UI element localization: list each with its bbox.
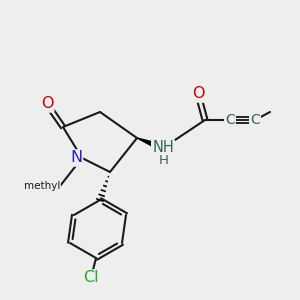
Text: methyl: methyl (24, 181, 60, 191)
Text: C: C (250, 113, 260, 127)
Text: H: H (159, 154, 169, 166)
Text: O: O (41, 97, 53, 112)
Text: N: N (70, 151, 82, 166)
Text: NH: NH (152, 140, 174, 155)
Text: Cl: Cl (83, 271, 99, 286)
Text: C: C (225, 113, 235, 127)
Polygon shape (137, 138, 164, 151)
Text: O: O (192, 86, 204, 101)
